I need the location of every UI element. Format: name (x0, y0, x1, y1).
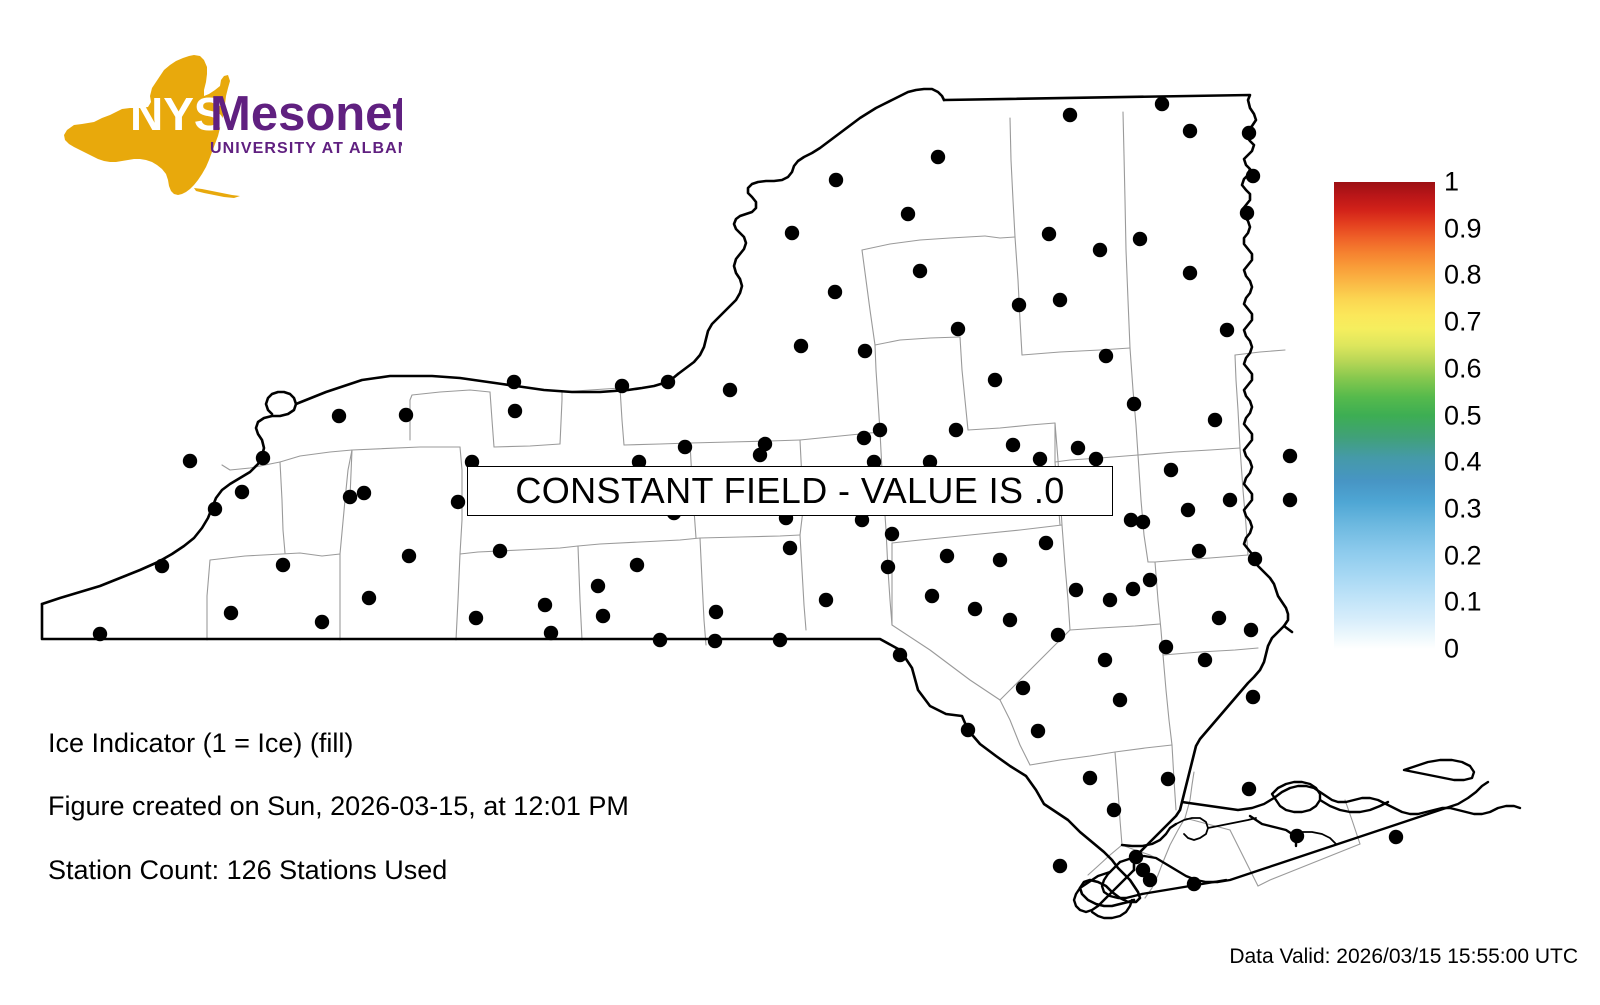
colorbar-gradient (1334, 182, 1435, 649)
colorbar-tick-0.5: 0.5 (1444, 400, 1482, 430)
colorbar-tick-0.7: 0.7 (1444, 306, 1482, 337)
created-caption: Figure created on Sun, 2026-03-15, at 12… (48, 791, 629, 821)
colorbar-tick-0: 0 (1444, 633, 1460, 664)
logo-mesonet-text: Mesonet (210, 87, 402, 141)
colorbar-tick-0.2: 0.2 (1444, 540, 1482, 571)
nys-mesonet-logo: NYS Mesonet UNIVERSITY AT ALBANY (52, 52, 421, 202)
colorbar-tick-0.8: 0.8 (1444, 259, 1482, 290)
station-count-caption: Station Count: 126 Stations Used (48, 855, 448, 885)
colorbar-tick-1: 1 (1444, 166, 1460, 197)
long-island-coastline (1072, 758, 1522, 920)
data-valid-caption: Data Valid: 2026/03/15 15:55:00 UTC (1229, 945, 1578, 968)
colorbar-tick-0.6: 0.6 (1444, 353, 1482, 384)
colorbar: 1 0.9 0.8 0.7 0.6 0.5 0.4 0.3 0.2 0.1 0 (1306, 168, 1566, 662)
county-boundaries (206, 111, 1361, 899)
logo-university-text: UNIVERSITY AT ALBANY (210, 140, 402, 157)
colorbar-tick-0.1: 0.1 (1444, 586, 1482, 617)
logo-nys-text: NYS (130, 88, 225, 140)
variable-caption: Ice Indicator (1 = Ice) (fill) (48, 728, 354, 758)
constant-field-banner: CONSTANT FIELD - VALUE IS .0 (467, 466, 1113, 516)
logo-state-silhouette-icon (64, 55, 240, 198)
constant-field-text: CONSTANT FIELD - VALUE IS .0 (515, 470, 1065, 511)
colorbar-tick-0.9: 0.9 (1444, 213, 1482, 244)
colorbar-tick-0.3: 0.3 (1444, 493, 1482, 524)
station-markers (92, 96, 1404, 892)
colorbar-tick-0.4: 0.4 (1444, 446, 1482, 477)
